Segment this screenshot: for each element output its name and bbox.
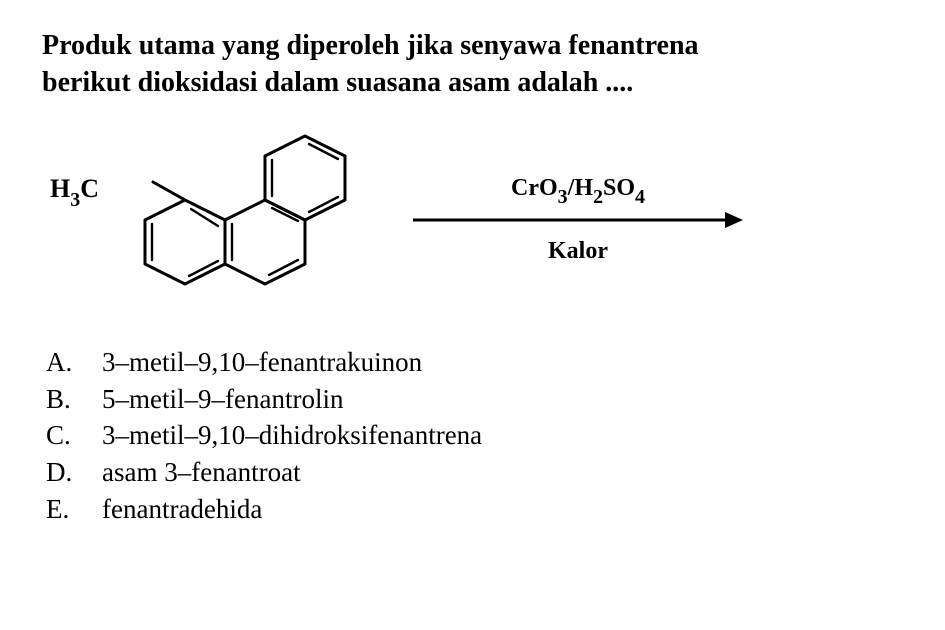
substituent-label: H3C	[50, 174, 99, 209]
option-b: B. 5–metil–9–fenantrolin	[42, 381, 903, 418]
phenanthrene-svg	[97, 120, 377, 320]
option-a: A. 3–metil–9,10–fenantrakuinon	[42, 344, 903, 381]
reagent-top: CrO3/H2SO4	[511, 175, 645, 207]
reaction-arrow	[413, 209, 743, 236]
option-a-letter: A.	[42, 344, 102, 381]
option-c-letter: C.	[42, 417, 102, 454]
question-stem: Produk utama yang diperoleh jika senyawa…	[42, 28, 903, 102]
reagent-cro: CrO	[511, 175, 558, 201]
question-line-2: berikut dioksidasi dalam suasana asam ad…	[42, 65, 903, 102]
option-a-text: 3–metil–9,10–fenantrakuinon	[102, 344, 422, 381]
reaction-row: H3C	[42, 120, 903, 320]
answer-options: A. 3–metil–9,10–fenantrakuinon B. 5–meti…	[42, 344, 903, 528]
h3c-sub: 3	[70, 189, 80, 211]
question-line-1: Produk utama yang diperoleh jika senyawa…	[42, 28, 903, 65]
option-d: D. asam 3–fenantroat	[42, 454, 903, 491]
reagent-so: SO	[603, 175, 635, 201]
h3c-prefix: H	[50, 174, 70, 203]
reaction-arrow-group: CrO3/H2SO4 Kalor	[413, 175, 743, 265]
option-b-letter: B.	[42, 381, 102, 418]
option-e-letter: E.	[42, 491, 102, 528]
option-c: C. 3–metil–9,10–dihidroksifenantrena	[42, 417, 903, 454]
option-e-text: fenantradehida	[102, 491, 262, 528]
reactant-structure: H3C	[50, 120, 377, 320]
reagent-3a: 3	[558, 186, 568, 208]
option-e: E. fenantradehida	[42, 491, 903, 528]
option-c-text: 3–metil–9,10–dihidroksifenantrena	[102, 417, 482, 454]
reagent-h: /H	[568, 175, 593, 201]
reagent-2: 2	[593, 186, 603, 208]
reagent-4: 4	[635, 186, 645, 208]
option-d-letter: D.	[42, 454, 102, 491]
option-d-text: asam 3–fenantroat	[102, 454, 301, 491]
reagent-bottom: Kalor	[548, 238, 608, 265]
option-b-text: 5–metil–9–fenantrolin	[102, 381, 343, 418]
